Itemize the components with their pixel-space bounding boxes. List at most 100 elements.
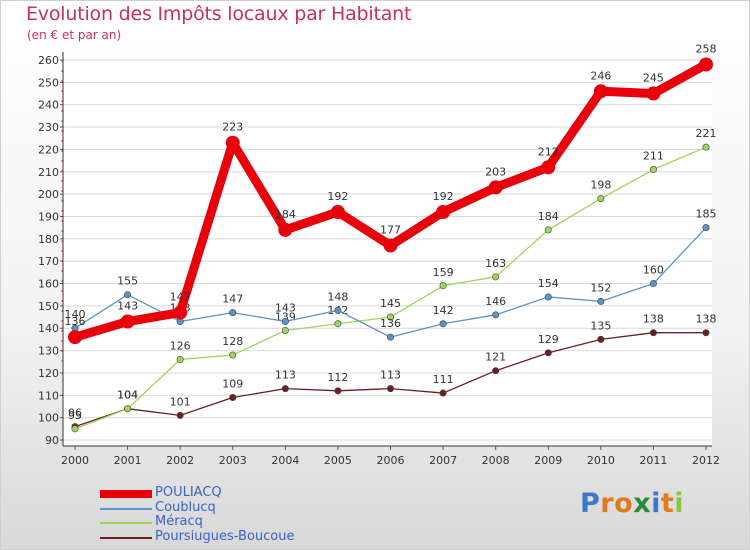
data-point (281, 385, 289, 393)
data-point (702, 143, 710, 151)
data-label: 126 (170, 340, 191, 353)
data-label: 146 (485, 295, 506, 308)
data-label: 198 (590, 179, 611, 192)
legend-item: POULIACQ (100, 485, 340, 500)
data-label: 109 (222, 378, 243, 391)
logo-letter: x (633, 488, 652, 519)
data-point (71, 425, 79, 433)
legend-item: Méracq (100, 514, 340, 529)
y-tick-label: 100 (38, 412, 59, 425)
data-label: 147 (222, 293, 243, 306)
data-label: 140 (65, 308, 86, 321)
data-label: 177 (380, 224, 401, 237)
data-point (330, 205, 345, 219)
data-point (597, 195, 605, 203)
legend-item: Poursiugues-Boucoue (100, 529, 340, 544)
chart-title: Evolution des Impôts locaux par Habitant (26, 3, 412, 25)
data-point (699, 57, 713, 72)
data-label: 95 (68, 409, 82, 422)
data-point (386, 385, 394, 393)
x-tick-label: 2004 (271, 454, 299, 467)
data-point (488, 180, 503, 195)
data-label: 211 (643, 150, 664, 163)
data-label: 192 (433, 190, 454, 203)
data-label: 121 (485, 351, 506, 364)
logo-letter: i (674, 488, 685, 519)
data-point (173, 305, 188, 320)
logo-letter: i (651, 488, 661, 519)
data-label: 129 (538, 333, 559, 346)
x-tick-label: 2012 (692, 454, 720, 467)
logo-letter: P (580, 488, 601, 519)
data-label: 143 (117, 300, 138, 313)
data-label: 104 (117, 389, 138, 402)
data-label: 154 (538, 277, 559, 290)
data-point (544, 293, 552, 301)
y-tick-label: 210 (38, 166, 59, 179)
data-point (597, 297, 605, 305)
data-label: 245 (643, 72, 664, 85)
data-point (120, 314, 135, 329)
data-label: 184 (538, 210, 559, 223)
data-label: 143 (275, 302, 296, 315)
data-label: 203 (485, 165, 506, 178)
data-label: 163 (485, 257, 506, 270)
data-point (492, 311, 500, 319)
legend-swatch (100, 507, 152, 510)
x-tick-label: 2010 (587, 454, 615, 467)
data-label: 155 (117, 275, 138, 288)
legend-swatch (100, 522, 152, 524)
data-label: 96 (68, 407, 82, 420)
legend-label: Méracq (155, 514, 203, 529)
data-label: 147 (170, 291, 191, 304)
legend-label: Coublucq (155, 499, 216, 515)
data-label: 159 (433, 266, 454, 279)
data-point (124, 405, 132, 413)
data-label: 104 (117, 389, 138, 402)
data-point (386, 313, 394, 321)
data-point (649, 280, 657, 288)
y-tick-label: 250 (38, 76, 59, 89)
data-point (439, 320, 447, 328)
data-point (593, 84, 608, 99)
x-tick-label: 2009 (534, 454, 562, 467)
data-point (702, 224, 710, 232)
data-point (176, 411, 184, 419)
data-label: 138 (696, 313, 717, 326)
data-label: 246 (590, 69, 611, 82)
y-tick-label: 90 (45, 434, 59, 447)
data-point (649, 329, 657, 337)
logo-letter: o (614, 488, 634, 519)
data-label: 160 (643, 264, 664, 277)
data-label: 221 (696, 127, 717, 140)
data-point (68, 330, 82, 345)
data-point (649, 166, 657, 174)
data-point (386, 333, 394, 341)
data-point (176, 356, 184, 364)
y-tick-label: 110 (38, 389, 59, 402)
data-point (439, 282, 447, 290)
logo-letter: t (660, 488, 675, 519)
data-point (229, 351, 237, 359)
y-tick-label: 140 (38, 322, 59, 335)
data-point (124, 291, 132, 299)
data-point (229, 394, 237, 402)
x-tick-label: 2003 (219, 454, 247, 467)
data-point (334, 306, 342, 314)
legend-item: Coublucq (100, 499, 340, 515)
x-tick-label: 2011 (639, 454, 667, 467)
legend-label: POULIACQ (155, 485, 222, 500)
data-label: 148 (327, 290, 348, 303)
y-tick-label: 160 (38, 278, 59, 291)
data-label: 152 (590, 281, 611, 294)
y-tick-label: 240 (38, 99, 59, 112)
y-tick-label: 170 (38, 255, 59, 268)
y-tick-label: 180 (38, 233, 59, 246)
data-point (541, 160, 556, 175)
data-point (334, 387, 342, 395)
data-point (383, 238, 398, 253)
data-point (229, 309, 237, 317)
x-tick-label: 2000 (61, 454, 89, 467)
data-label: 113 (275, 369, 296, 382)
data-label: 136 (380, 317, 401, 330)
